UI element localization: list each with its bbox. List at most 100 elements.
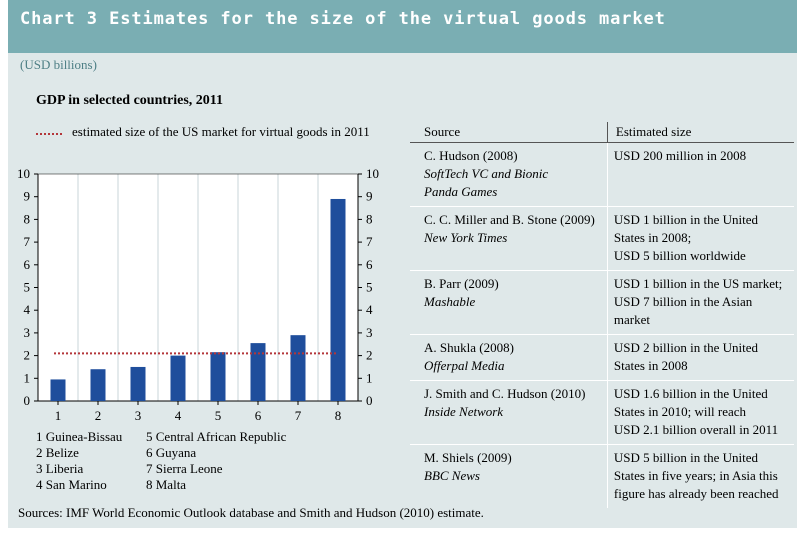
source-publication: SoftTech VC and Bionic [424, 166, 549, 181]
y-tick-label-left: 4 [24, 302, 31, 317]
source-cell: C. Hudson (2008) SoftTech VC and Bionic … [410, 142, 608, 207]
source-publication: Mashable [424, 294, 476, 309]
estimate-line: USD 1 billion in the US market; [613, 276, 783, 291]
source-publication: Offerpal Media [424, 358, 505, 373]
country-legend-col2: 5 Central African Republic 6 Guyana 7 Si… [146, 429, 286, 493]
country-legend-col1: 1 Guinea-Bissau 2 Belize 3 Liberia 4 San… [36, 429, 122, 493]
y-tick-label-left: 0 [24, 393, 31, 408]
bar [210, 352, 226, 401]
estimate-line: market [613, 312, 651, 327]
estimate-line: figure has already been reached [613, 486, 779, 501]
y-tick-label-right: 3 [366, 325, 373, 340]
column-header-estimated-size: Estimated size [606, 122, 794, 143]
table-row: M. Shiels (2009) BBC News USD 5 billion … [410, 444, 794, 509]
country-legend-item: 7 Sierra Leone [146, 461, 223, 476]
y-tick-label-right: 6 [366, 257, 373, 272]
y-tick-label-left: 3 [24, 325, 31, 340]
table-row: C. C. Miller and B. Stone (2009) New Yor… [410, 206, 794, 271]
bar [50, 379, 66, 401]
bar [330, 198, 346, 401]
estimate-line: States in 2010; will reach [613, 404, 747, 419]
source-author: A. Shukla (2008) [424, 340, 514, 355]
reference-line-legend-label: estimated size of the US market for virt… [72, 124, 370, 139]
source-author: C. Hudson (2008) [424, 148, 518, 163]
y-tick-label-right: 5 [366, 280, 373, 295]
x-tick-label: 7 [295, 408, 302, 423]
estimate-line: States in 2008 [613, 358, 688, 373]
estimate-cell: USD 1 billion in the US market; USD 7 bi… [606, 270, 794, 335]
table-row: A. Shukla (2008) Offerpal Media USD 2 bi… [410, 334, 794, 381]
estimate-line: USD 1 billion in the United [613, 212, 759, 227]
y-tick-label-left: 1 [24, 370, 31, 385]
y-tick-label-left: 8 [24, 211, 31, 226]
y-tick-label-left: 6 [24, 257, 31, 272]
table-row: B. Parr (2009) Mashable USD 1 billion in… [410, 270, 794, 335]
x-tick-label: 5 [215, 408, 222, 423]
source-cell: B. Parr (2009) Mashable [410, 270, 608, 335]
country-legend-item: 5 Central African Republic [146, 429, 287, 444]
country-legend-item: 2 Belize [36, 445, 79, 460]
country-legend-item: 6 Guyana [146, 445, 197, 460]
estimate-line: States in 2008; [613, 230, 692, 245]
source-author: C. C. Miller and B. Stone (2009) [424, 212, 595, 227]
estimate-line: States in five years; in Asia this [613, 468, 778, 483]
y-tick-label-right: 10 [366, 166, 379, 181]
source-publication: Panda Games [424, 184, 498, 199]
x-tick-label: 3 [135, 408, 142, 423]
estimate-cell: USD 1.6 billion in the United States in … [606, 380, 794, 445]
estimate-line: USD 1.6 billion in the United [613, 386, 768, 401]
estimates-table: Source Estimated size C. Hudson (2008) S… [410, 122, 794, 508]
table-row: J. Smith and C. Hudson (2010) Inside Net… [410, 380, 794, 445]
sources-footnote: Sources: IMF World Economic Outlook data… [18, 505, 484, 520]
x-tick-label: 8 [335, 408, 342, 423]
x-tick-label: 1 [55, 408, 62, 423]
source-cell: J. Smith and C. Hudson (2010) Inside Net… [410, 380, 608, 445]
y-tick-label-left: 2 [24, 348, 31, 363]
source-publication: BBC News [424, 468, 480, 483]
y-tick-label-right: 4 [366, 302, 373, 317]
reference-line-legend-swatch [36, 133, 62, 135]
y-tick-label-right: 2 [366, 348, 373, 363]
unit-label: (USD billions) [20, 57, 97, 72]
x-tick-label: 6 [255, 408, 262, 423]
bar [250, 343, 266, 401]
estimate-line: USD 5 billion worldwide [613, 248, 746, 263]
source-cell: M. Shiels (2009) BBC News [410, 445, 607, 509]
source-author: M. Shiels (2009) [424, 450, 512, 465]
bar [170, 355, 186, 401]
y-tick-label-left: 5 [24, 280, 31, 295]
gdp-chart-title: GDP in selected countries, 2011 [36, 93, 224, 108]
source-author: B. Parr (2009) [424, 276, 499, 291]
chart-title: Chart 3 Estimates for the size of the vi… [20, 9, 666, 29]
y-tick-label-right: 8 [366, 211, 373, 226]
x-tick-label: 2 [95, 408, 102, 423]
country-legend-item: 1 Guinea-Bissau [36, 429, 123, 444]
estimate-cell: USD 2 billion in the United States in 20… [606, 334, 794, 381]
estimate-cell: USD 200 million in 2008 [606, 142, 794, 207]
estimate-line: USD 2.1 billion overall in 2011 [613, 422, 779, 437]
country-legend-item: 8 Malta [146, 477, 187, 492]
table-header-row: Source Estimated size [410, 122, 794, 143]
bar [90, 369, 106, 401]
source-cell: A. Shukla (2008) Offerpal Media [410, 334, 608, 381]
estimate-line: USD 7 billion in the Asian [613, 294, 753, 309]
bar [290, 335, 306, 401]
estimate-line: USD 5 billion in the United [613, 450, 759, 465]
table-row: C. Hudson (2008) SoftTech VC and Bionic … [410, 142, 794, 207]
x-tick-label: 4 [175, 408, 182, 423]
country-legend-item: 3 Liberia [36, 461, 84, 476]
y-tick-label-left: 7 [24, 234, 31, 249]
y-tick-label-right: 1 [366, 370, 373, 385]
y-tick-label-right: 7 [366, 234, 373, 249]
source-author: J. Smith and C. Hudson (2010) [424, 386, 586, 401]
estimate-line: USD 2 billion in the United [613, 340, 759, 355]
estimate-line: USD 200 million in 2008 [613, 148, 747, 163]
country-legend-item: 4 San Marino [36, 477, 107, 492]
y-tick-label-right: 0 [366, 393, 373, 408]
y-tick-label-left: 10 [17, 166, 30, 181]
chart-header: Chart 3 Estimates for the size of the vi… [8, 0, 797, 53]
estimate-cell: USD 1 billion in the United States in 20… [606, 206, 794, 271]
y-tick-label-left: 9 [24, 189, 31, 204]
source-publication: New York Times [424, 230, 508, 245]
